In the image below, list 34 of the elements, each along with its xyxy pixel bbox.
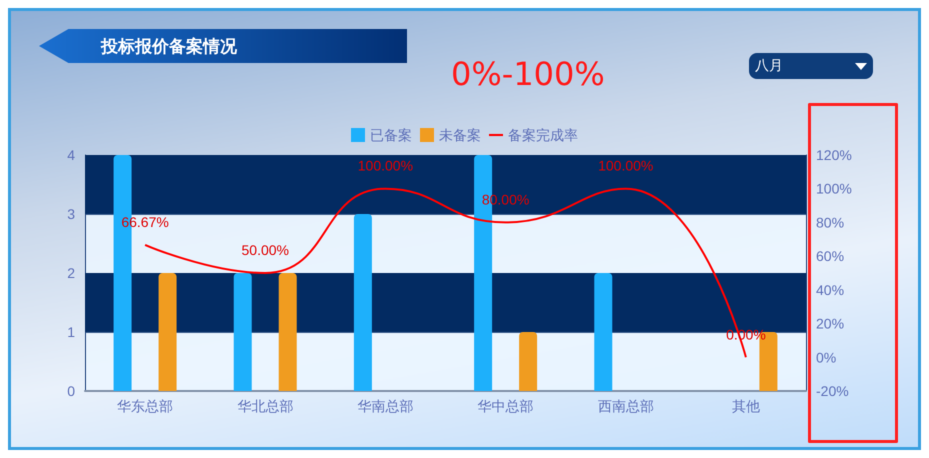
y-tick-label: 2 bbox=[67, 265, 76, 281]
x-tick-label: 华北总部 bbox=[237, 398, 294, 414]
x-tick-label: 华中总部 bbox=[478, 398, 534, 414]
y2-tick-label: 100% bbox=[816, 180, 852, 197]
x-tick-label: 其他 bbox=[732, 398, 760, 414]
legend-label: 未备案 bbox=[439, 127, 481, 143]
y2-tick-label: 40% bbox=[816, 282, 844, 298]
month-dropdown: 八月 bbox=[749, 53, 873, 79]
y-tick-label: 3 bbox=[67, 206, 76, 222]
y2-tick-label: -20% bbox=[816, 383, 849, 399]
y2-tick-label: 0% bbox=[816, 349, 836, 366]
bar bbox=[278, 273, 297, 391]
x-tick-label: 西南总部 bbox=[598, 398, 654, 414]
data-label: 100.00% bbox=[358, 158, 414, 174]
y-tick-label: 0 bbox=[67, 383, 76, 399]
y2-tick-label: 20% bbox=[816, 316, 844, 332]
y2-tick-label: 80% bbox=[816, 214, 844, 230]
bar bbox=[354, 214, 372, 391]
x-tick-label: 华南总部 bbox=[357, 398, 414, 414]
bar bbox=[594, 273, 612, 391]
text: 0%-100% bbox=[451, 55, 605, 93]
legend-label: 已备案 bbox=[370, 127, 412, 143]
y-tick-label: 4 bbox=[67, 147, 76, 163]
legend-label: 备案完成率 bbox=[508, 127, 578, 143]
bar bbox=[234, 273, 252, 391]
y2-tick-label: 120% bbox=[816, 147, 852, 163]
data-label: 100.00% bbox=[598, 158, 654, 174]
bar bbox=[519, 332, 538, 391]
data-label: 50.00% bbox=[242, 242, 289, 258]
x-tick-label: 华东总部 bbox=[117, 398, 174, 414]
y-tick-label: 1 bbox=[67, 324, 76, 340]
chart-title: 投标报价备案情况 bbox=[101, 36, 237, 58]
y2-tick-label: 60% bbox=[816, 248, 844, 264]
bar bbox=[158, 273, 177, 391]
